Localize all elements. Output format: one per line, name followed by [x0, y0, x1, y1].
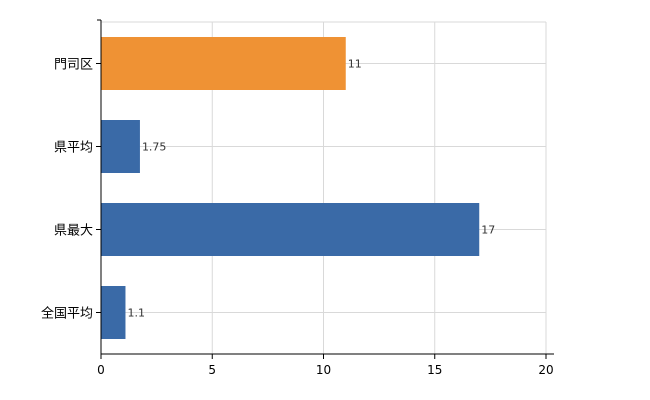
data-label-1: 11 — [348, 58, 362, 71]
bar-2 — [101, 120, 140, 173]
x-tick-label-20: 20 — [538, 363, 553, 377]
y-tick-label-2: 県平均 — [54, 141, 93, 156]
data-label-2: 1.75 — [142, 141, 167, 154]
x-tick-label-15: 15 — [427, 363, 442, 377]
bars-group — [101, 37, 480, 339]
bar-3 — [101, 203, 480, 256]
y-tick-label-4: 全国平均 — [41, 306, 93, 322]
x-tick-label-10: 10 — [316, 363, 331, 377]
y-tick-label-3: 県最大 — [54, 224, 93, 239]
bar-4 — [101, 286, 126, 339]
axes-group — [96, 19, 554, 359]
y-tick-label-1: 門司区 — [54, 58, 93, 73]
data-label-4: 1.1 — [127, 307, 145, 320]
bar-1 — [101, 37, 346, 90]
data-label-3: 17 — [481, 224, 495, 237]
x-tick-label-5: 5 — [208, 363, 216, 377]
x-tick-label-0: 0 — [97, 363, 105, 377]
